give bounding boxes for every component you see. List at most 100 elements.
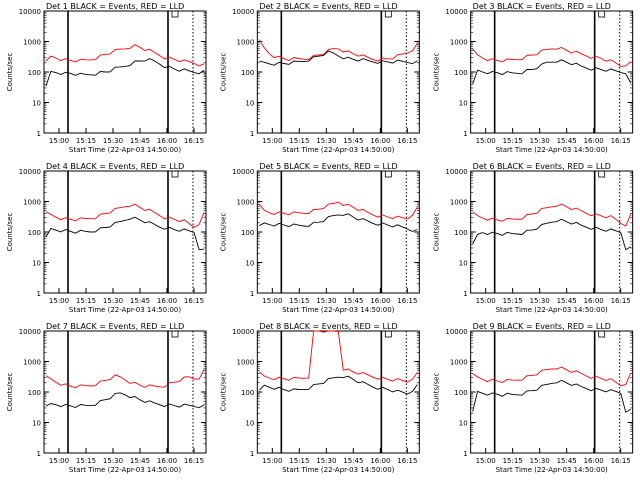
panel-det-4: Det 4 BLACK = Events, RED = LLD 1 10 100 100… xyxy=(6,162,207,314)
y-tick-label: 100 xyxy=(241,389,254,397)
y-tick-label: 100 xyxy=(28,229,41,237)
series-events xyxy=(472,59,632,85)
y-tick-label: 1 xyxy=(250,450,254,458)
series-events xyxy=(472,218,631,251)
x-tick-label: 16:00 xyxy=(584,297,604,305)
x-tick-label: 15:30 xyxy=(103,137,123,145)
y-tick-label: 10000 xyxy=(232,168,254,176)
x-tick-label: 16:00 xyxy=(157,137,177,145)
y-tick-label: 1 xyxy=(250,290,254,298)
y-tick-label: 10 xyxy=(32,100,41,108)
x-tick-label: 15:45 xyxy=(557,297,577,305)
x-tick-label: 15:45 xyxy=(130,457,150,465)
y-tick-label: 1 xyxy=(250,130,254,138)
series-lld xyxy=(45,369,205,389)
y-axis-label: Counts/sec xyxy=(433,213,441,252)
legend-box xyxy=(598,10,606,18)
series-events xyxy=(472,379,631,413)
legend-box xyxy=(384,330,392,338)
y-tick-label: 10000 xyxy=(232,8,254,16)
x-tick-label: 15:00 xyxy=(49,457,69,465)
x-tick-label: 15:45 xyxy=(130,137,150,145)
series-lld xyxy=(45,203,205,228)
x-tick-label: 15:15 xyxy=(289,137,309,145)
x-tick-label: 16:15 xyxy=(397,457,417,465)
x-tick-label: 15:00 xyxy=(49,137,69,145)
series-lld xyxy=(472,203,632,227)
y-tick-label: 100 xyxy=(241,69,254,77)
y-tick-label: 1000 xyxy=(450,39,468,47)
x-tick-label: 15:00 xyxy=(476,137,496,145)
y-tick-label: 100 xyxy=(454,69,467,77)
x-tick-label: 16:15 xyxy=(397,297,417,305)
y-tick-label: 10000 xyxy=(445,8,467,16)
series-events xyxy=(45,216,205,251)
x-tick-label: 15:45 xyxy=(343,137,363,145)
x-tick-label: 16:15 xyxy=(611,457,631,465)
x-tick-label: 16:15 xyxy=(397,137,417,145)
x-tick-label: 16:00 xyxy=(370,457,390,465)
y-axis-label: Counts/sec xyxy=(6,53,14,92)
x-tick-label: 15:30 xyxy=(316,297,336,305)
series-events xyxy=(259,213,418,232)
panel-det-5: Det 5 BLACK = Events, RED = LLD 1 10 100 100… xyxy=(219,162,420,314)
x-axis-label: Start Time (22-Apr-03 14:50:00) xyxy=(496,466,608,474)
panel-title: Det 7 BLACK = Events, RED = LLD xyxy=(46,322,184,331)
x-tick-label: 16:15 xyxy=(611,297,631,305)
y-tick-label: 1000 xyxy=(237,199,255,207)
x-tick-label: 15:30 xyxy=(103,297,123,305)
x-tick-label: 16:15 xyxy=(184,297,204,305)
series-lld xyxy=(472,366,632,387)
y-tick-label: 100 xyxy=(454,229,467,237)
series-lld xyxy=(45,44,205,67)
panel-title: Det 9 BLACK = Events, RED = LLD xyxy=(473,322,611,331)
y-tick-label: 10 xyxy=(32,260,41,268)
legend-box xyxy=(171,10,179,18)
panel-det-6: Det 6 BLACK = Events, RED = LLD 1 10 100 100… xyxy=(433,162,634,314)
y-tick-label: 10000 xyxy=(19,328,41,336)
x-tick-label: 15:15 xyxy=(503,457,523,465)
x-tick-label: 16:00 xyxy=(584,137,604,145)
series-lld xyxy=(472,47,631,67)
y-tick-label: 100 xyxy=(28,69,41,77)
panel-title: Det 2 BLACK = Events, RED = LLD xyxy=(259,2,397,11)
x-tick-label: 16:00 xyxy=(370,137,390,145)
y-tick-label: 10 xyxy=(32,420,41,428)
y-tick-label: 1 xyxy=(37,290,41,298)
y-tick-label: 1000 xyxy=(237,39,255,47)
x-axis-label: Start Time (22-Apr-03 14:50:00) xyxy=(69,466,181,474)
y-tick-label: 10000 xyxy=(19,8,41,16)
y-tick-label: 1 xyxy=(463,130,467,138)
x-axis-label: Start Time (22-Apr-03 14:50:00) xyxy=(69,146,181,154)
x-axis-label: Start Time (22-Apr-03 14:50:00) xyxy=(282,306,394,314)
legend-box xyxy=(171,170,179,178)
y-tick-label: 10 xyxy=(459,260,468,268)
legend-box xyxy=(598,170,606,178)
x-tick-label: 15:45 xyxy=(343,297,363,305)
y-tick-label: 1000 xyxy=(450,359,468,367)
x-tick-label: 15:15 xyxy=(76,297,96,305)
y-tick-label: 1 xyxy=(463,290,467,298)
x-tick-label: 15:00 xyxy=(49,297,69,305)
panel-title: Det 8 BLACK = Events, RED = LLD xyxy=(259,322,397,331)
legend-box xyxy=(598,330,606,338)
x-tick-label: 15:45 xyxy=(557,457,577,465)
y-axis-label: Counts/sec xyxy=(219,213,227,252)
panel-det-1: Det 1 BLACK = Events, RED = LLD 1 10 100 100… xyxy=(6,2,207,154)
panel-det-9: Det 9 BLACK = Events, RED = LLD 1 10 100 100… xyxy=(433,322,634,474)
legend-box xyxy=(384,10,392,18)
x-tick-label: 15:30 xyxy=(530,297,550,305)
y-tick-label: 1000 xyxy=(237,359,255,367)
y-tick-label: 1000 xyxy=(23,39,41,47)
x-axis-label: Start Time (22-Apr-03 14:50:00) xyxy=(282,146,394,154)
panel-title: Det 3 BLACK = Events, RED = LLD xyxy=(473,2,611,11)
x-tick-label: 16:15 xyxy=(184,137,204,145)
x-tick-label: 15:15 xyxy=(289,457,309,465)
panel-title: Det 4 BLACK = Events, RED = LLD xyxy=(46,162,184,171)
panel-det-3: Det 3 BLACK = Events, RED = LLD 1 10 100 100… xyxy=(433,2,634,154)
x-tick-label: 16:00 xyxy=(157,457,177,465)
y-tick-label: 100 xyxy=(241,229,254,237)
x-tick-label: 15:15 xyxy=(76,457,96,465)
y-axis-label: Counts/sec xyxy=(6,373,14,412)
